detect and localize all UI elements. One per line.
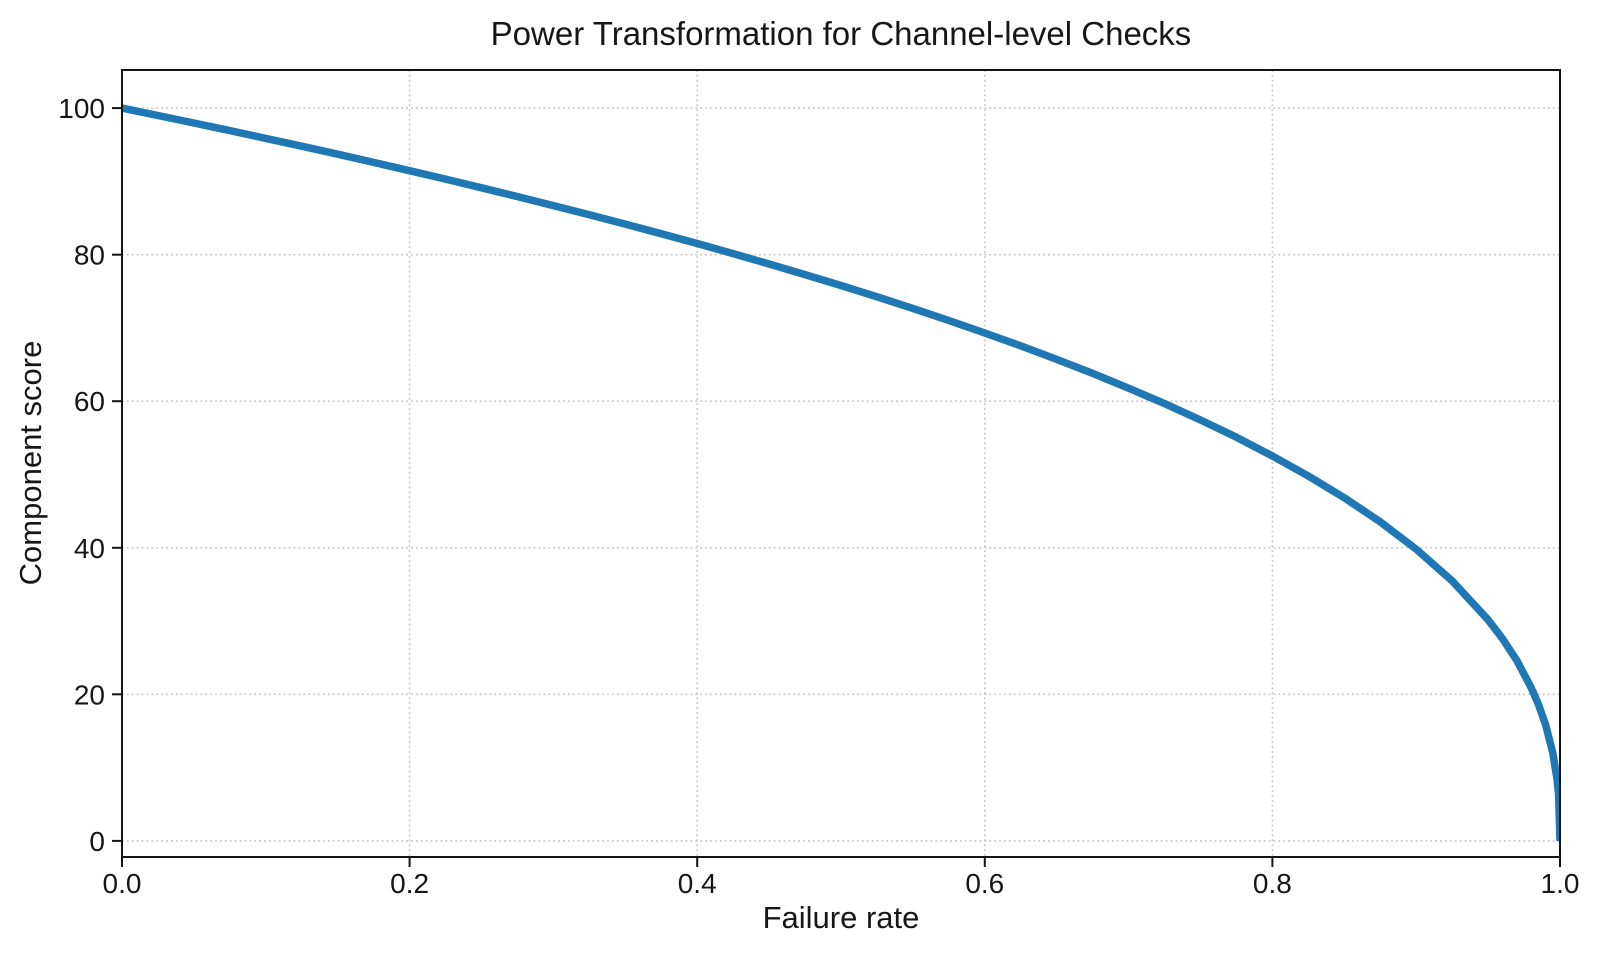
y-tick-label: 80 (74, 240, 105, 271)
x-tick-label: 1.0 (1541, 868, 1580, 899)
y-tick-label: 60 (74, 386, 105, 417)
tick-labels: 0.0 0.2 0.4 0.6 0.8 1.0 0 20 40 60 80 100 (58, 93, 1579, 899)
x-tick-label: 0.4 (678, 868, 717, 899)
x-tick-label: 0.8 (1253, 868, 1292, 899)
plot-border (121, 69, 1561, 858)
x-tick-label: 0.2 (390, 868, 429, 899)
y-tick-label: 40 (74, 533, 105, 564)
x-axis-label: Failure rate (762, 900, 920, 935)
y-axis-label: Component score (13, 340, 48, 586)
gridlines (121, 70, 1561, 857)
x-tick-label: 0.0 (103, 868, 142, 899)
chart-title: Power Transformation for Channel-level C… (490, 15, 1192, 52)
y-tick-label: 0 (89, 826, 105, 857)
tick-marks (112, 107, 1561, 867)
y-tick-label: 20 (74, 679, 105, 710)
series-line-component-score-curve (122, 104, 1560, 842)
y-tick-label: 100 (58, 93, 105, 124)
x-tick-label: 0.6 (965, 868, 1004, 899)
